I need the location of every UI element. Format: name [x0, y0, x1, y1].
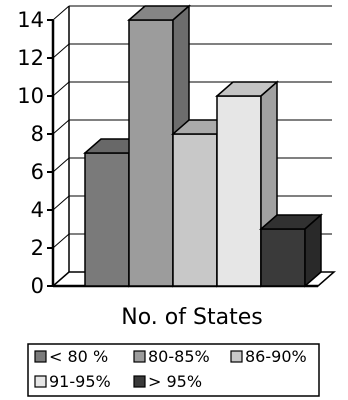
legend: < 80 % 80-85% 86-90% 91-95% > 95% — [27, 343, 320, 397]
legend-label: 86-90% — [245, 347, 307, 366]
x-axis-label: No. of States — [121, 305, 262, 330]
y-tick-label: 6 — [31, 160, 44, 184]
legend-swatch — [230, 350, 243, 363]
legend-swatch — [34, 375, 47, 388]
y-tick-label: 10 — [17, 84, 44, 108]
y-tick-label: 4 — [31, 198, 44, 222]
gridline-diagonal — [52, 43, 70, 59]
legend-item: 86-90% — [230, 347, 307, 366]
bar-4 — [215, 80, 279, 288]
legend-label: 80-85% — [148, 347, 210, 366]
bar-5 — [259, 213, 323, 288]
y-tick-label: 0 — [31, 274, 44, 298]
legend-label: < 80 % — [49, 347, 108, 366]
bar-side-face — [304, 213, 322, 288]
legend-label: > 95% — [148, 372, 202, 391]
bar-front-face — [172, 133, 218, 287]
y-tick-label: 12 — [17, 46, 44, 70]
legend-item: 80-85% — [133, 347, 210, 366]
bar-group — [83, 4, 323, 288]
bar-front-face — [216, 95, 262, 287]
gridline-diagonal — [52, 233, 70, 249]
gridline-diagonal — [52, 81, 70, 97]
legend-swatch — [133, 350, 146, 363]
bar-front-face — [260, 228, 306, 287]
gridline-diagonal — [52, 119, 70, 135]
legend-item: > 95% — [133, 372, 202, 391]
legend-item: 91-95% — [34, 372, 111, 391]
y-axis-ticks: 0 2 4 6 8 10 12 14 — [17, 8, 53, 298]
legend-box — [27, 343, 320, 397]
legend-label: 91-95% — [49, 372, 111, 391]
gridline-diagonal — [52, 5, 70, 21]
y-tick-label: 2 — [31, 236, 44, 260]
gridline-diagonal — [52, 157, 70, 173]
legend-swatch — [133, 375, 146, 388]
y-tick-label: 14 — [17, 8, 44, 32]
bar-front-face — [128, 19, 174, 287]
legend-item: < 80 % — [34, 347, 108, 366]
y-tick-label: 8 — [31, 122, 44, 146]
bar-front-face — [84, 152, 130, 287]
legend-swatch — [34, 350, 47, 363]
gridline-diagonal — [52, 195, 70, 211]
